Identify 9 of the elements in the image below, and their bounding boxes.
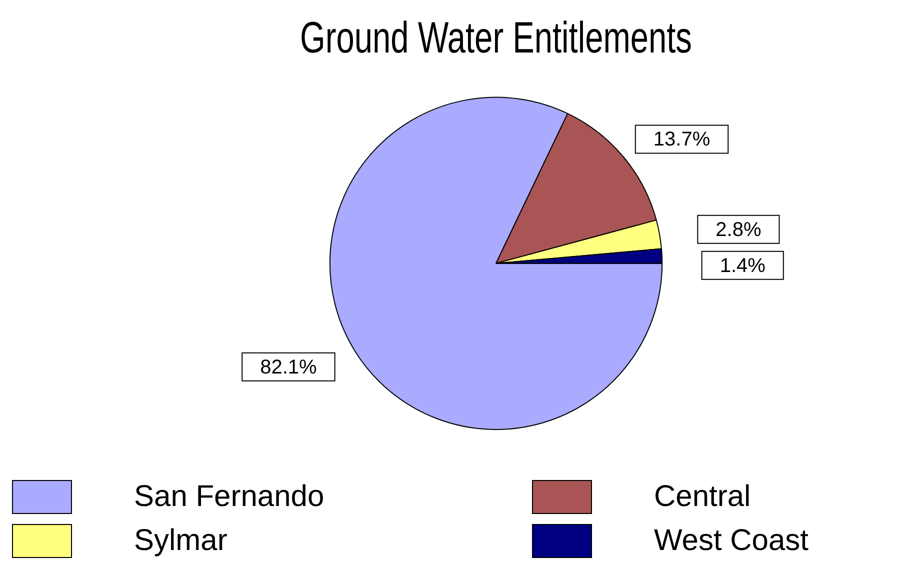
legend-label: Sylmar bbox=[134, 524, 228, 558]
legend-label: West Coast bbox=[654, 524, 808, 558]
data-label: 1.4% bbox=[720, 254, 766, 277]
legend-label: Central bbox=[654, 480, 751, 514]
data-label: 2.8% bbox=[716, 218, 762, 241]
chart-title: Ground Water Entitlements bbox=[300, 14, 692, 63]
data-label: 82.1% bbox=[260, 356, 318, 378]
legend-label: San Fernando bbox=[134, 480, 324, 514]
data-label: 13.7% bbox=[653, 128, 710, 151]
